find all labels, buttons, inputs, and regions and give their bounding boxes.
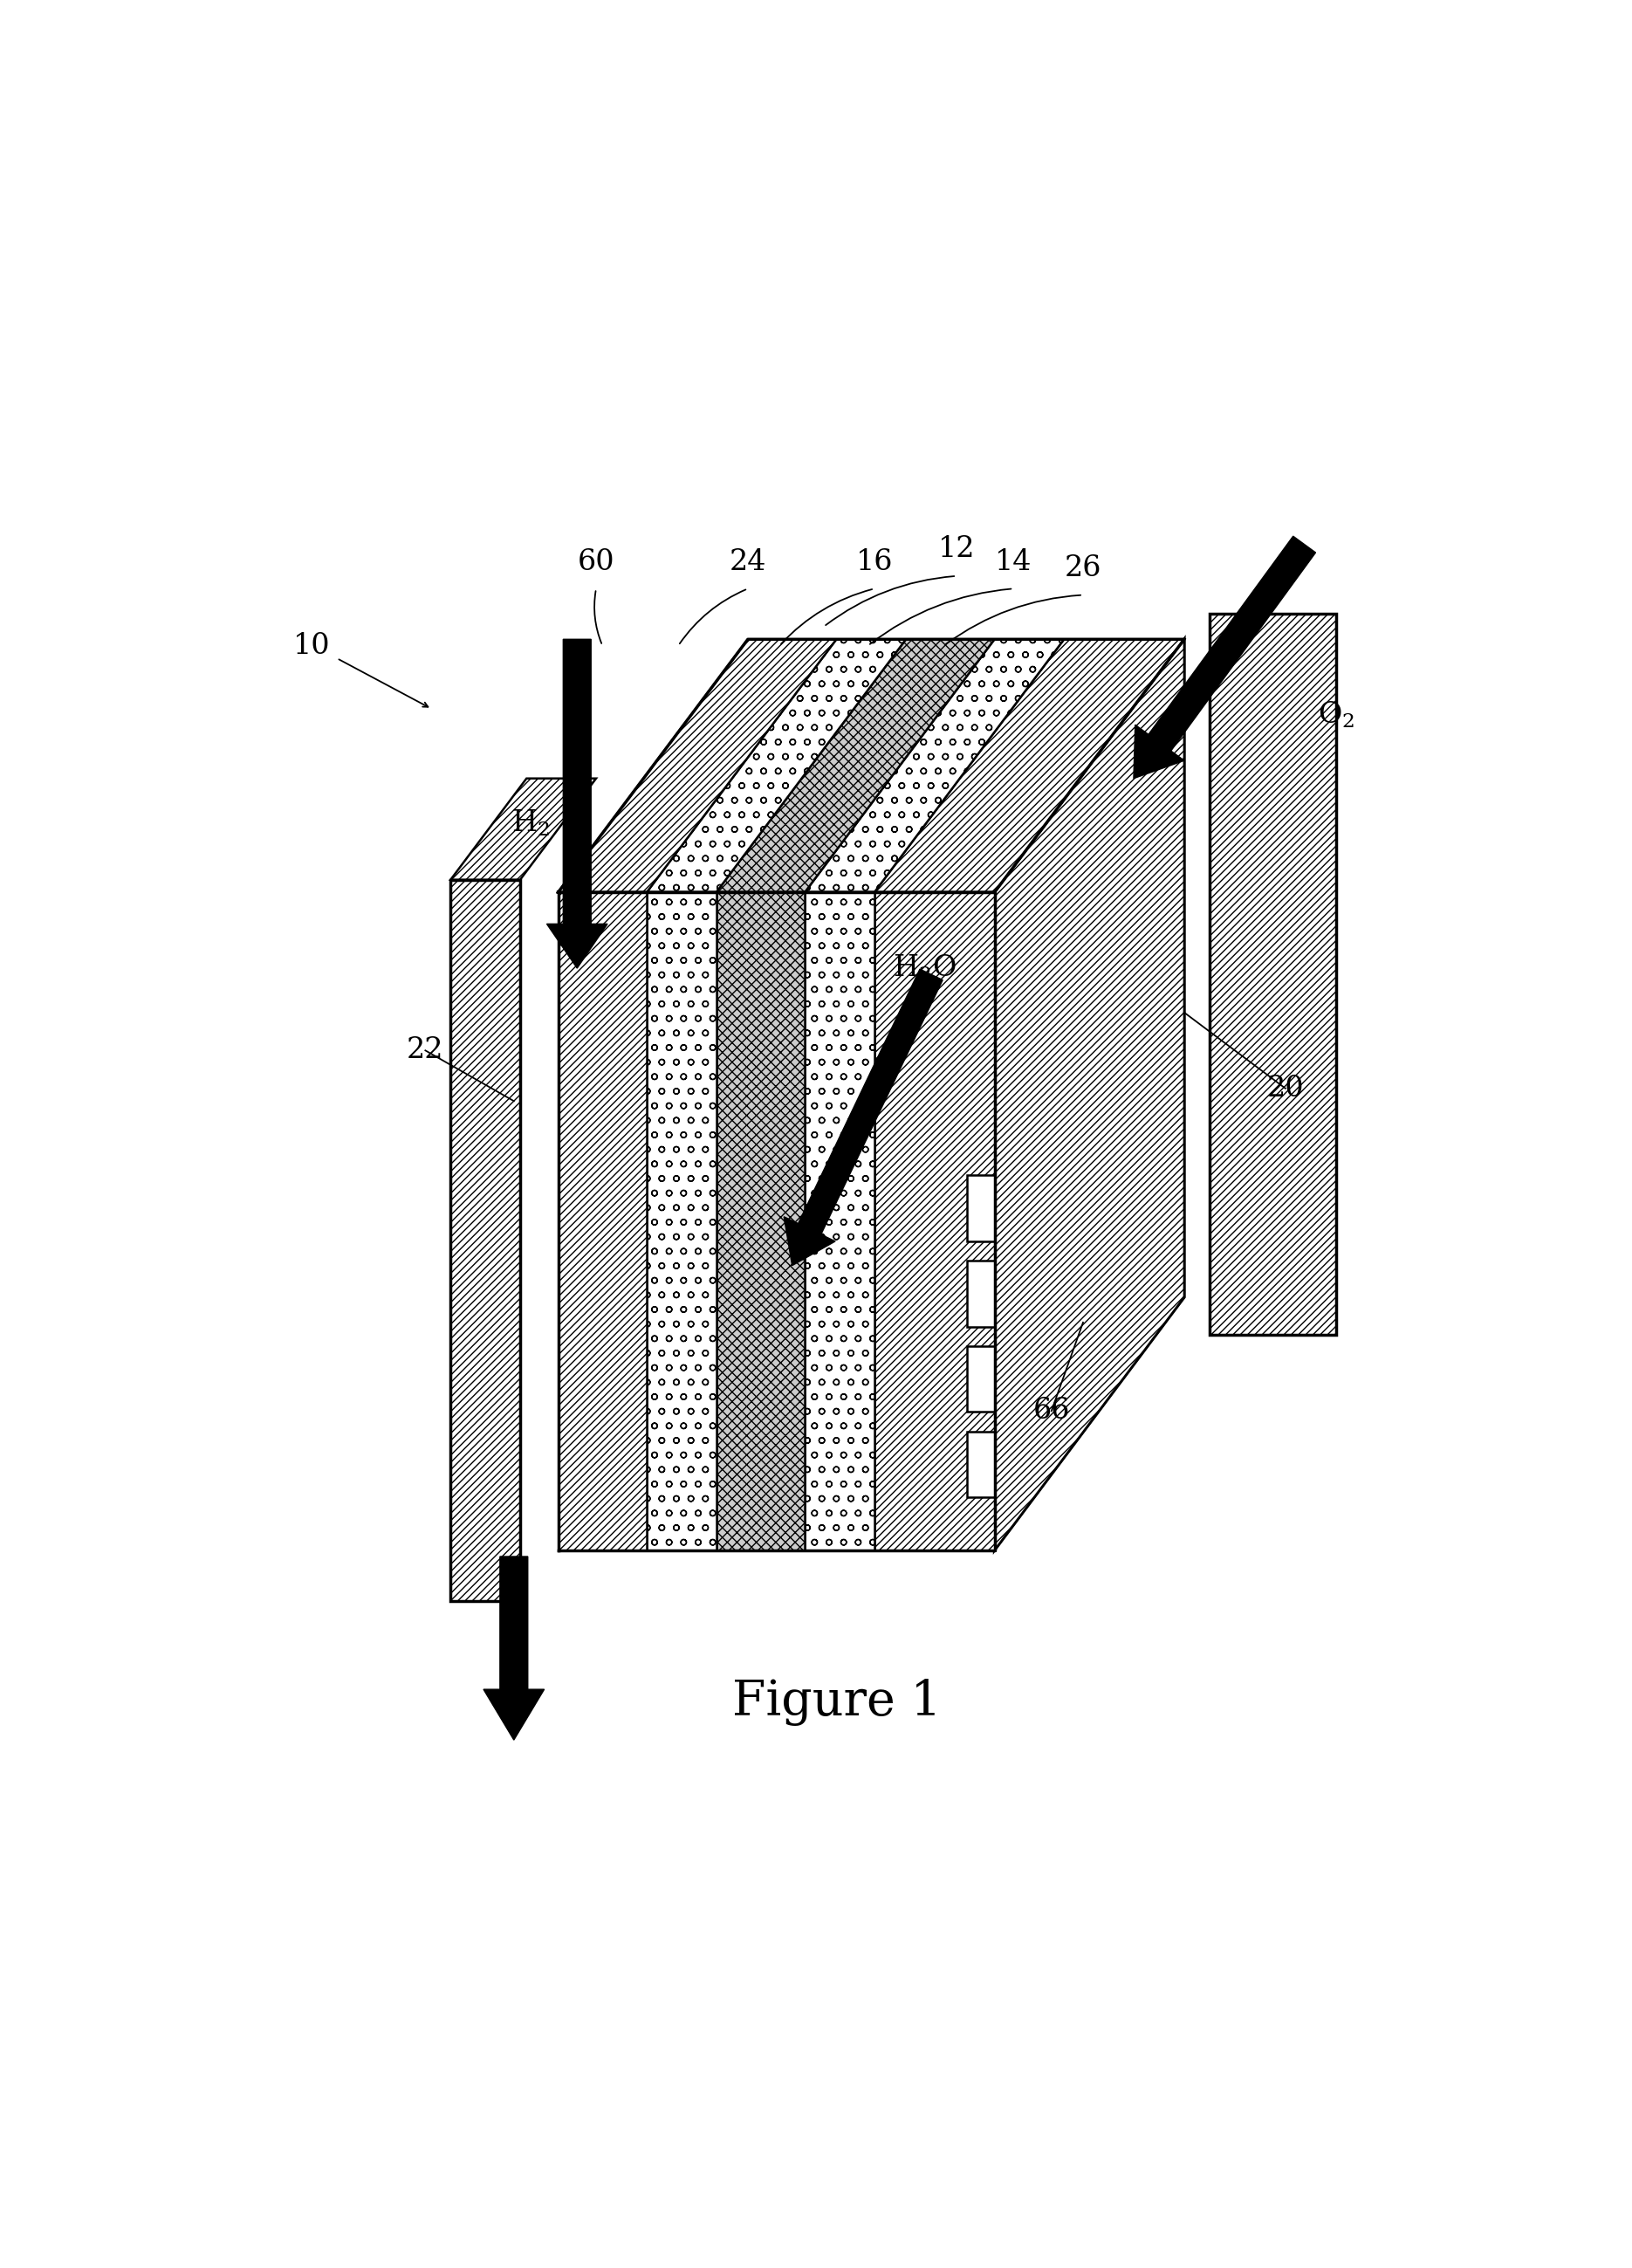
Text: Figure 1: Figure 1 bbox=[731, 1678, 942, 1726]
Text: 22: 22 bbox=[406, 1036, 444, 1064]
Bar bbox=[716, 891, 805, 1551]
FancyArrow shape bbox=[1134, 535, 1315, 778]
Text: 26: 26 bbox=[1064, 553, 1102, 583]
Polygon shape bbox=[450, 778, 596, 880]
Text: $\mathregular{O_2}$: $\mathregular{O_2}$ bbox=[1317, 701, 1355, 730]
Text: 60: 60 bbox=[578, 549, 615, 576]
Polygon shape bbox=[875, 640, 1185, 891]
Polygon shape bbox=[994, 640, 1185, 1551]
Bar bbox=[966, 1175, 994, 1241]
Text: 24: 24 bbox=[730, 549, 767, 576]
Text: 12: 12 bbox=[938, 535, 974, 562]
Text: 66: 66 bbox=[1033, 1397, 1071, 1424]
Polygon shape bbox=[805, 640, 1064, 891]
FancyArrow shape bbox=[783, 968, 943, 1266]
Bar bbox=[646, 891, 716, 1551]
FancyArrow shape bbox=[547, 640, 607, 968]
Bar bbox=[966, 1347, 994, 1413]
Bar bbox=[558, 891, 646, 1551]
Bar bbox=[966, 1261, 994, 1327]
Text: $\mathregular{H_2}$: $\mathregular{H_2}$ bbox=[511, 807, 550, 837]
Polygon shape bbox=[716, 640, 994, 891]
Text: 14: 14 bbox=[996, 549, 1031, 576]
Bar bbox=[1209, 615, 1337, 1336]
Bar bbox=[805, 891, 875, 1551]
Text: 16: 16 bbox=[855, 549, 893, 576]
Polygon shape bbox=[994, 640, 1185, 1551]
Bar bbox=[450, 880, 521, 1601]
FancyArrow shape bbox=[483, 1556, 543, 1740]
Polygon shape bbox=[646, 640, 906, 891]
Bar bbox=[875, 891, 994, 1551]
Text: 20: 20 bbox=[1266, 1075, 1304, 1102]
Polygon shape bbox=[558, 640, 837, 891]
Text: $\mathregular{H_2O}$: $\mathregular{H_2O}$ bbox=[893, 953, 956, 984]
Bar bbox=[966, 1431, 994, 1497]
Text: 10: 10 bbox=[292, 631, 330, 660]
